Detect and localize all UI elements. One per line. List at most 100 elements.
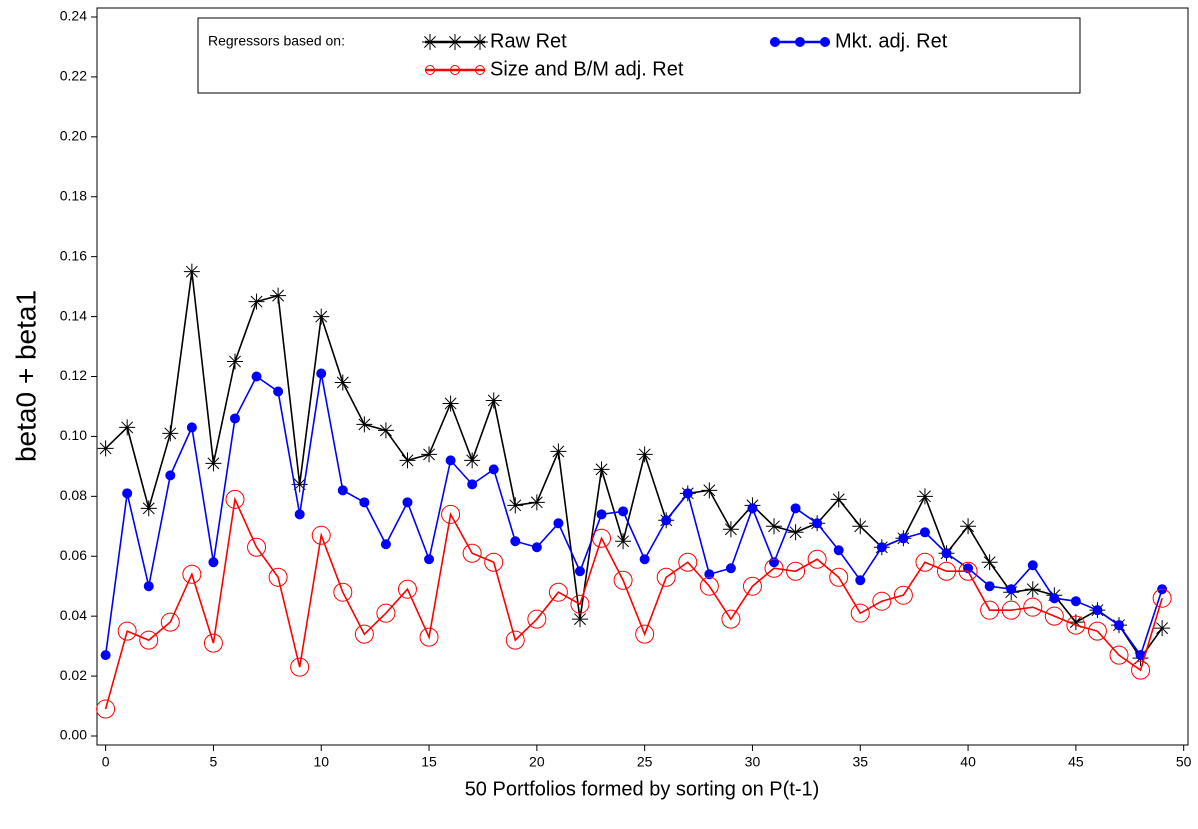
point xyxy=(160,612,180,632)
point xyxy=(722,521,739,538)
point xyxy=(833,545,844,556)
point xyxy=(377,422,394,439)
legend-box xyxy=(197,17,1081,94)
point xyxy=(725,563,736,574)
point xyxy=(678,552,698,572)
point xyxy=(593,461,610,478)
point xyxy=(442,395,459,412)
x-tick-label: 30 xyxy=(745,754,761,770)
point xyxy=(528,494,545,511)
point xyxy=(919,527,930,538)
x-tick-label: 40 xyxy=(960,754,976,770)
point xyxy=(424,554,435,565)
point xyxy=(462,543,482,563)
point xyxy=(1023,597,1043,617)
point xyxy=(441,504,461,524)
point xyxy=(1152,588,1172,608)
legend-marker xyxy=(770,37,780,47)
point xyxy=(399,452,416,469)
point xyxy=(790,503,801,514)
y-axis-title: beta0 + beta1 xyxy=(10,290,41,462)
point xyxy=(354,624,374,644)
point xyxy=(635,624,655,644)
point xyxy=(337,485,348,496)
x-tick-label: 15 xyxy=(421,754,437,770)
point xyxy=(117,621,137,641)
x-tick-label: 5 xyxy=(210,754,218,770)
point xyxy=(656,567,676,587)
point xyxy=(960,518,977,535)
point xyxy=(182,564,202,584)
point xyxy=(958,561,978,581)
point xyxy=(203,633,223,653)
point xyxy=(721,609,741,629)
point xyxy=(916,488,933,505)
point xyxy=(313,308,330,325)
y-tick-label: 0.06 xyxy=(60,547,87,563)
y-tick-label: 0.16 xyxy=(60,247,87,263)
y-tick-label: 0.20 xyxy=(60,128,87,144)
point xyxy=(140,500,157,517)
series-line xyxy=(104,373,1163,657)
point xyxy=(376,603,396,623)
legend-label: Mkt. adj. Ret xyxy=(835,30,948,52)
point xyxy=(356,416,373,433)
legend-marker xyxy=(425,65,435,75)
y-tick-label: 0.08 xyxy=(60,487,87,503)
legend-title: Regressors based on: xyxy=(208,33,345,49)
point xyxy=(464,452,481,469)
point xyxy=(1024,581,1041,598)
point xyxy=(505,630,525,650)
point xyxy=(294,509,305,520)
point xyxy=(742,576,762,596)
legend-label: Size and B/M adj. Ret xyxy=(490,58,684,80)
x-axis-title: 50 Portfolios formed by sorting on P(t-1… xyxy=(465,778,820,800)
point xyxy=(507,497,524,514)
point xyxy=(893,585,913,605)
point xyxy=(1109,645,1129,665)
point xyxy=(1006,584,1017,595)
point xyxy=(574,566,585,577)
y-tick-label: 0.22 xyxy=(60,68,87,84)
x-tick-label: 45 xyxy=(1068,754,1084,770)
point xyxy=(1087,621,1107,641)
point xyxy=(531,542,542,553)
point xyxy=(527,609,547,629)
point xyxy=(165,470,176,481)
point xyxy=(941,548,952,559)
legend-marker xyxy=(475,65,485,75)
point xyxy=(510,536,521,547)
y-tick-label: 0.02 xyxy=(60,667,87,683)
series-line xyxy=(104,496,1163,710)
y-tick-label: 0.18 xyxy=(60,187,87,203)
point xyxy=(766,518,783,535)
point xyxy=(553,518,564,529)
point xyxy=(984,581,995,592)
point xyxy=(548,582,568,602)
point xyxy=(1154,620,1171,637)
legend-marker xyxy=(795,37,805,47)
point xyxy=(898,533,909,544)
point xyxy=(143,581,154,592)
point xyxy=(829,567,849,587)
point xyxy=(636,446,653,463)
point xyxy=(311,525,331,545)
point xyxy=(248,293,265,310)
y-tick-label: 0.12 xyxy=(60,367,87,383)
point xyxy=(226,353,243,370)
point xyxy=(139,630,159,650)
point xyxy=(855,575,866,586)
point xyxy=(334,374,351,391)
point xyxy=(100,650,111,661)
point xyxy=(467,479,478,490)
point xyxy=(273,386,284,397)
point xyxy=(488,464,499,475)
legend-marker xyxy=(447,34,463,50)
point xyxy=(122,488,133,499)
point xyxy=(186,422,197,433)
point xyxy=(876,542,887,553)
point xyxy=(1092,605,1103,616)
point xyxy=(570,594,590,614)
point xyxy=(981,554,998,571)
point xyxy=(1027,560,1038,571)
